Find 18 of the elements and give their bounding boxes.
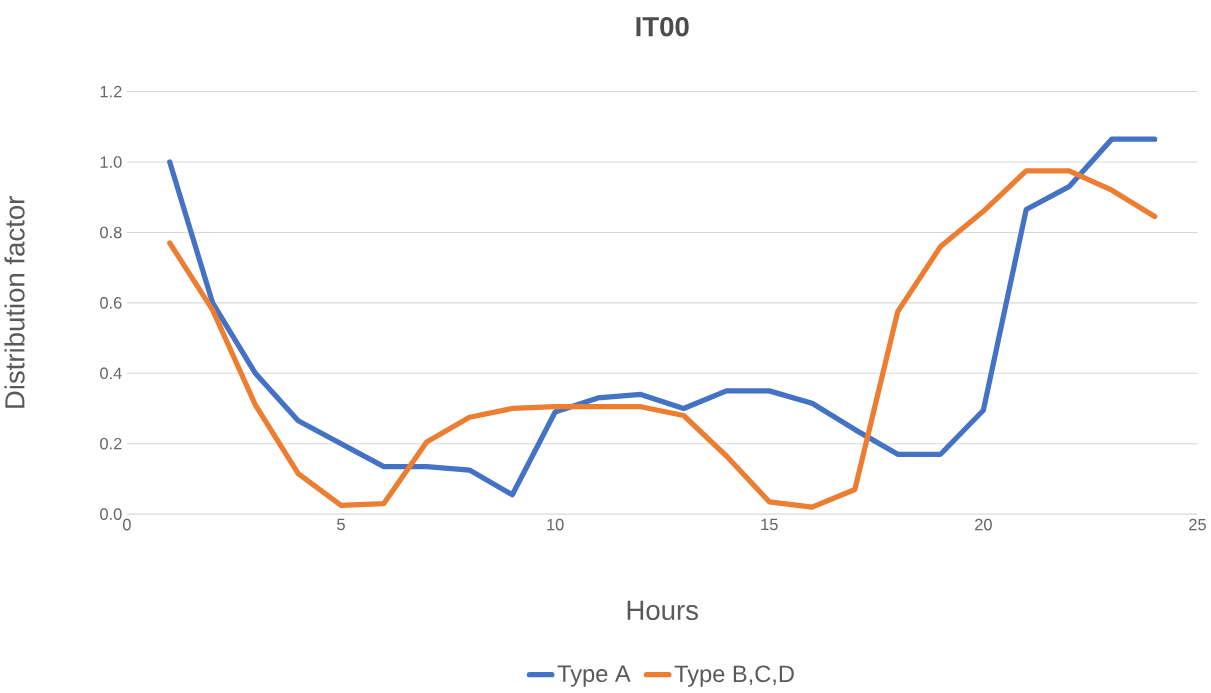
y-tick-label: 0.0 bbox=[100, 508, 122, 520]
chart-title: IT00 bbox=[636, 16, 689, 37]
x-tick-label: 0 bbox=[122, 518, 131, 531]
x-axis-title: Hours bbox=[627, 600, 698, 620]
x-tick-label: 20 bbox=[975, 518, 992, 531]
x-tick-label: 10 bbox=[547, 518, 564, 531]
y-tick-label: 0.8 bbox=[100, 226, 122, 239]
y-tick-label: 1.2 bbox=[100, 85, 122, 98]
x-tick-label: 15 bbox=[761, 518, 778, 531]
x-tick-label: 5 bbox=[337, 518, 345, 531]
y-tick-label: 0.6 bbox=[100, 296, 122, 309]
y-tick-label: 1.0 bbox=[100, 156, 122, 168]
y-axis-title: Distribution factor bbox=[4, 195, 25, 408]
y-tick-label: 0.2 bbox=[100, 437, 122, 450]
x-tick-label: 25 bbox=[1189, 518, 1206, 531]
y-tick-label: 0.4 bbox=[100, 367, 122, 379]
legend-label: Type A bbox=[557, 665, 631, 687]
legend-label: Type B,C,D bbox=[674, 665, 794, 687]
